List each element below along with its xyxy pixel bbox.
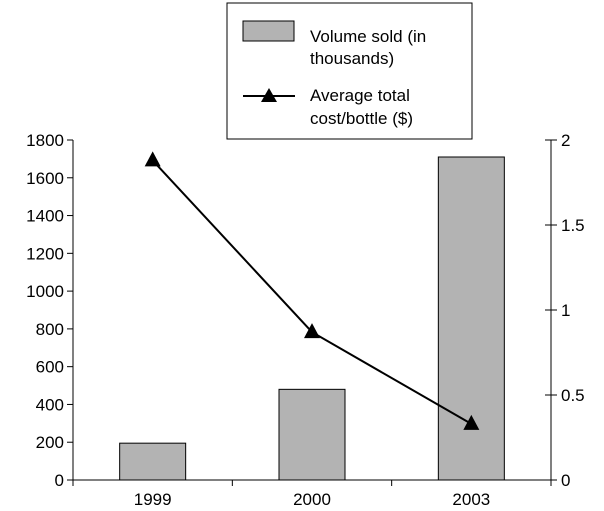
x-tick-label: 1999	[134, 490, 172, 509]
right-y-tick-label: 2	[561, 131, 570, 150]
cost-line	[151, 159, 472, 425]
legend-label-cost-line1: Average total	[310, 86, 410, 105]
left-y-tick-label: 1800	[26, 131, 64, 150]
legend-label-cost-line2: cost/bottle ($)	[310, 109, 413, 128]
right-y-tick-label: 1	[561, 301, 570, 320]
left-y-ticks: 0 200 400 600 800 1000 1200 1400 1600 1800	[26, 131, 73, 490]
left-y-tick-label: 600	[36, 358, 64, 377]
cost-marker-1999	[144, 151, 161, 167]
bar-volume-2003	[437, 156, 505, 481]
legend: Volume sold (in thousands) Average total…	[226, 2, 473, 140]
x-ticks: 1999 2000 2003	[72, 480, 552, 509]
left-y-tick-label: 1200	[26, 244, 64, 263]
left-y-tick-label: 800	[36, 320, 64, 339]
left-y-tick-label: 1400	[26, 207, 64, 226]
left-y-tick-label: 1600	[26, 169, 64, 188]
legend-label-volume-line2: thousands)	[310, 49, 394, 68]
left-y-tick-label: 1000	[26, 282, 64, 301]
bar-volume-2000	[278, 388, 346, 481]
legend-label-volume-line1: Volume sold (in	[310, 27, 426, 46]
bar-volume-1999	[119, 442, 187, 481]
bar-series	[119, 156, 505, 481]
right-y-tick-label: 0	[561, 471, 570, 490]
x-tick-label: 2003	[452, 490, 490, 509]
right-y-ticks: 0 0.5 1 1.5 2	[545, 131, 585, 490]
right-y-tick-label: 1.5	[561, 216, 585, 235]
left-y-tick-label: 200	[36, 433, 64, 452]
right-y-tick-label: 0.5	[561, 386, 585, 405]
cost-marker-2000	[304, 323, 320, 339]
cost-marker-2003	[463, 414, 480, 430]
line-series	[144, 151, 480, 430]
legend-swatch-volume	[242, 20, 295, 42]
left-y-tick-label: 0	[55, 471, 64, 490]
x-tick-label: 2000	[293, 490, 331, 509]
legend-swatch-cost-marker	[261, 88, 277, 102]
left-y-tick-label: 400	[36, 395, 64, 414]
